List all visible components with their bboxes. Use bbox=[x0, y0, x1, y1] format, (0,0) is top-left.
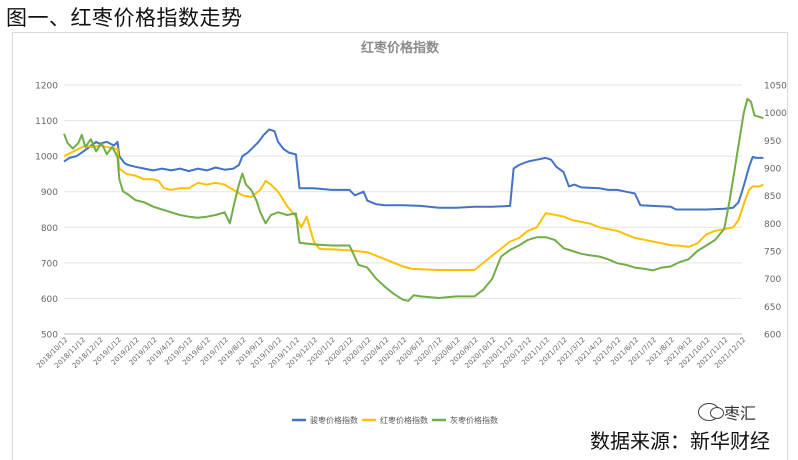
y-left-tick-label: 1100 bbox=[35, 117, 58, 127]
legend-label-1: 骏枣价格指数 bbox=[310, 415, 358, 425]
y-left-tick-label: 1200 bbox=[35, 82, 58, 92]
series-line-3 bbox=[63, 97, 764, 302]
chart-frame bbox=[12, 32, 788, 460]
data-source: 数据来源：新华财经 bbox=[590, 429, 770, 453]
y-left-tick-label: 1000 bbox=[35, 153, 58, 163]
series-line-1 bbox=[63, 128, 764, 211]
y-left-tick-label: 700 bbox=[41, 259, 58, 269]
y-right-tick-label: 900 bbox=[764, 165, 781, 175]
watermark-text: 枣汇 bbox=[723, 404, 756, 423]
watermark: 枣汇 bbox=[697, 400, 756, 424]
y-right-tick-label: 850 bbox=[764, 192, 781, 202]
y-right-tick-label: 800 bbox=[764, 220, 781, 230]
y-right-tick-label: 750 bbox=[764, 248, 781, 258]
legend-label-3: 灰枣价格指数 bbox=[450, 415, 498, 425]
y-right-tick-label: 1000 bbox=[764, 109, 787, 119]
y-left-tick-label: 900 bbox=[41, 188, 58, 198]
y-left-tick-label: 500 bbox=[41, 331, 58, 341]
y-right-tick-label: 950 bbox=[764, 137, 781, 147]
chart-title: 红枣价格指数 bbox=[361, 40, 440, 56]
y-left-tick-label: 600 bbox=[41, 295, 58, 305]
y-right-tick-label: 600 bbox=[764, 331, 781, 341]
legend-label-2: 红枣价格指数 bbox=[380, 415, 428, 425]
series-line-2 bbox=[63, 144, 764, 271]
figure-caption: 图一、红枣价格指数走势 bbox=[6, 6, 243, 30]
y-right-tick-label: 650 bbox=[764, 303, 781, 313]
wechat-icon bbox=[697, 403, 724, 421]
y-left-tick-label: 800 bbox=[41, 224, 58, 234]
y-right-tick-label: 1050 bbox=[764, 82, 787, 92]
y-right-tick-label: 700 bbox=[764, 275, 781, 285]
